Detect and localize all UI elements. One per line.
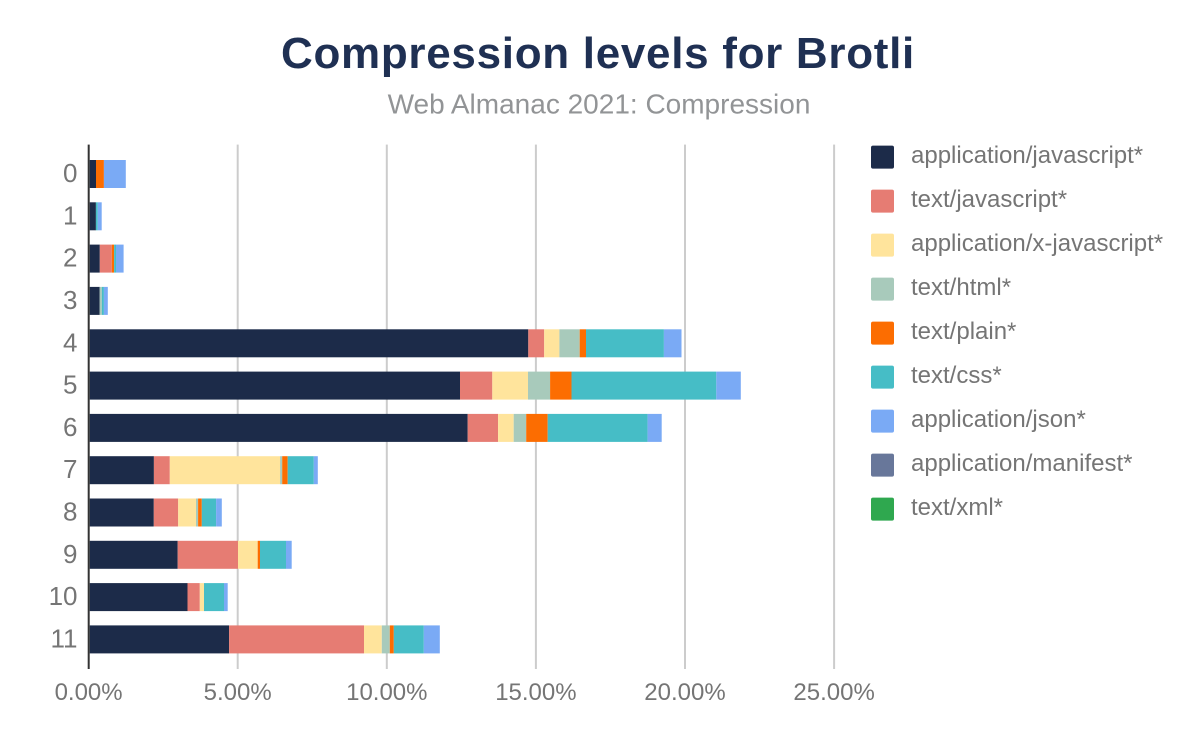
- svg-text:11: 11: [51, 624, 78, 654]
- svg-text:10: 10: [49, 581, 78, 611]
- svg-text:0: 0: [63, 158, 77, 188]
- svg-text:10.00%: 10.00%: [346, 679, 427, 706]
- svg-text:4: 4: [63, 327, 77, 357]
- svg-text:application/x-javascript*: application/x-javascript*: [911, 230, 1163, 257]
- svg-text:text/html*: text/html*: [911, 274, 1011, 301]
- svg-text:1: 1: [63, 200, 77, 230]
- svg-text:text/css*: text/css*: [911, 362, 1002, 389]
- svg-text:application/manifest*: application/manifest*: [911, 450, 1132, 477]
- svg-text:5: 5: [63, 370, 77, 400]
- svg-text:15.00%: 15.00%: [495, 679, 576, 706]
- svg-text:Compression levels for Brotli: Compression levels for Brotli: [281, 29, 915, 78]
- svg-text:7: 7: [63, 454, 77, 484]
- svg-text:2: 2: [63, 243, 77, 273]
- svg-text:application/json*: application/json*: [911, 406, 1086, 433]
- svg-text:Web Almanac 2021: Compression: Web Almanac 2021: Compression: [388, 89, 811, 120]
- svg-text:25.00%: 25.00%: [793, 679, 874, 706]
- svg-text:application/javascript*: application/javascript*: [911, 142, 1143, 169]
- svg-text:9: 9: [63, 539, 77, 569]
- svg-text:text/plain*: text/plain*: [911, 318, 1016, 345]
- svg-text:text/xml*: text/xml*: [911, 494, 1003, 521]
- svg-text:3: 3: [63, 285, 77, 315]
- svg-text:5.00%: 5.00%: [204, 679, 272, 706]
- svg-text:8: 8: [63, 497, 77, 527]
- svg-text:0.00%: 0.00%: [55, 679, 123, 706]
- svg-text:text/javascript*: text/javascript*: [911, 186, 1067, 213]
- svg-text:6: 6: [63, 412, 77, 442]
- svg-text:20.00%: 20.00%: [644, 679, 725, 706]
